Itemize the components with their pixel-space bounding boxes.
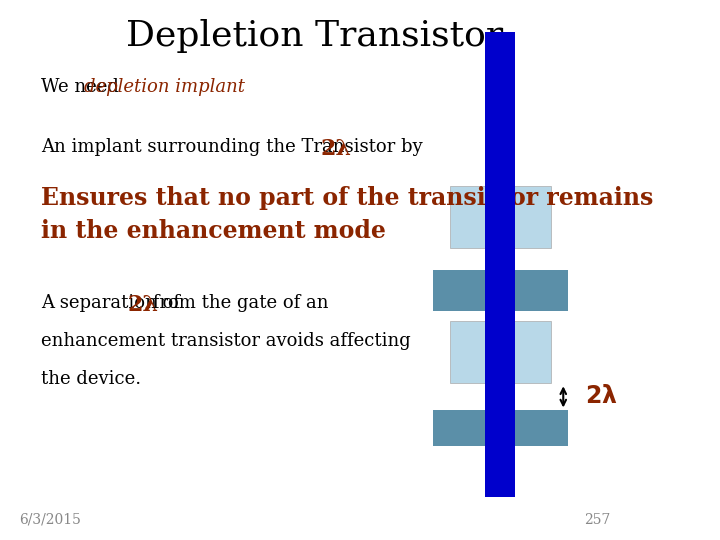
Text: the device.: the device. (41, 370, 141, 388)
Bar (433, 270, 568, 310)
Text: from the gate of an: from the gate of an (147, 294, 328, 312)
Text: A separation of: A separation of (41, 294, 186, 312)
Text: Depletion Transistor: Depletion Transistor (126, 19, 503, 53)
Text: in the enhancement mode: in the enhancement mode (41, 219, 386, 242)
Text: We need: We need (41, 78, 125, 96)
Bar (450, 321, 551, 383)
Text: 2λ: 2λ (321, 138, 352, 160)
Bar (433, 410, 568, 445)
Text: depletion implant: depletion implant (84, 78, 245, 96)
Text: enhancement transistor avoids affecting: enhancement transistor avoids affecting (41, 332, 410, 350)
Text: 6/3/2015: 6/3/2015 (19, 512, 81, 526)
Bar (485, 32, 516, 497)
Text: 2λ: 2λ (127, 294, 158, 316)
Text: Ensures that no part of the transistor remains: Ensures that no part of the transistor r… (41, 186, 653, 210)
Text: 257: 257 (584, 512, 611, 526)
Bar (450, 186, 551, 248)
Text: An implant surrounding the Transistor by: An implant surrounding the Transistor by (41, 138, 428, 156)
Text: $\mathbf{2\lambda}$: $\mathbf{2\lambda}$ (585, 386, 618, 408)
